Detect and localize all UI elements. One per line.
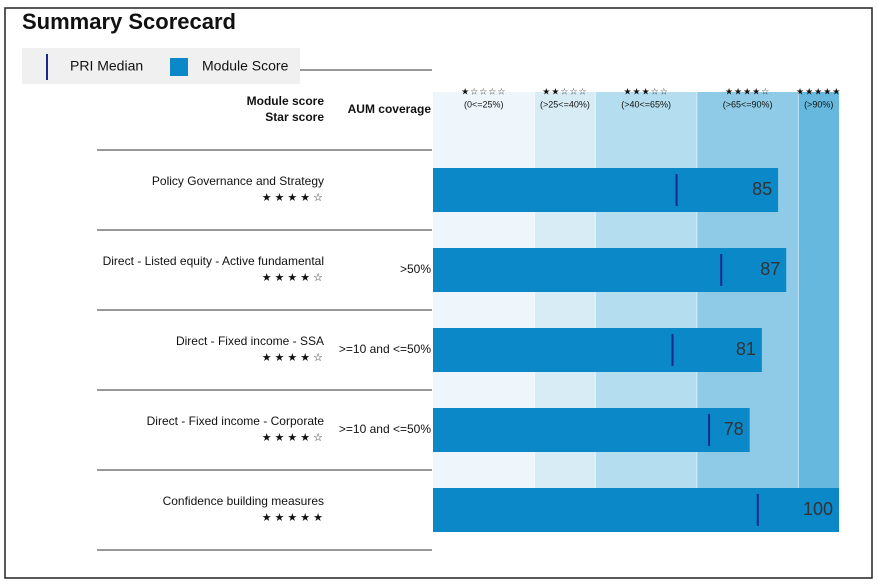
- band-stars: ★★★★☆: [725, 88, 770, 98]
- legend-box: [22, 48, 300, 84]
- star-score: ★★★★☆: [262, 351, 326, 364]
- value-label: 85: [752, 179, 772, 199]
- value-label: 81: [736, 339, 756, 359]
- band-label: (>40<=65%): [621, 99, 671, 109]
- header: Module score: [247, 94, 325, 108]
- aum-coverage: >50%: [400, 262, 431, 276]
- star-score: ★★★★☆: [262, 271, 326, 284]
- band-label: (>90%): [804, 99, 833, 109]
- value-label: 78: [724, 419, 744, 439]
- header: AUM coverage: [348, 102, 432, 116]
- star-score: ★★★★☆: [262, 191, 326, 204]
- category-label: Direct - Fixed income - Corporate: [147, 414, 325, 428]
- band-stars: ★★☆☆☆: [542, 88, 587, 98]
- category-label: Policy Governance and Strategy: [152, 174, 324, 188]
- star-score: ★★★★☆: [262, 431, 326, 444]
- band-stars: ★☆☆☆☆: [461, 88, 506, 98]
- aum-coverage: >=10 and <=50%: [339, 342, 431, 356]
- band-label: (0<=25%): [464, 99, 504, 109]
- band-stars: ★★★★★: [796, 88, 841, 98]
- bar: [433, 168, 779, 212]
- aum-coverage: >=10 and <=50%: [339, 422, 431, 436]
- legend-label: Module Score: [202, 58, 289, 74]
- legend: PRI Median Module Score: [46, 54, 289, 80]
- category-label: Direct - Fixed income - SSA: [176, 334, 324, 348]
- bar: [433, 488, 839, 532]
- legend-label: PRI Median: [70, 58, 143, 74]
- category-label: Confidence building measures: [163, 494, 324, 508]
- category-label: Direct - Listed equity - Active fundamen…: [103, 254, 324, 268]
- bar: [433, 408, 750, 452]
- value-label: 100: [803, 499, 833, 519]
- value-label: 87: [760, 259, 780, 279]
- bar: [433, 328, 762, 372]
- legend-swatch: [170, 58, 188, 76]
- star-score: ★★★★★: [262, 511, 326, 524]
- band-label: (>25<=40%): [540, 99, 590, 109]
- band-label: (>65<=90%): [723, 99, 773, 109]
- band-stars: ★★★☆☆: [623, 88, 668, 98]
- header: Star score: [265, 110, 324, 124]
- title: Summary Scorecard: [22, 9, 236, 34]
- bar: [433, 248, 787, 292]
- band: [798, 92, 839, 490]
